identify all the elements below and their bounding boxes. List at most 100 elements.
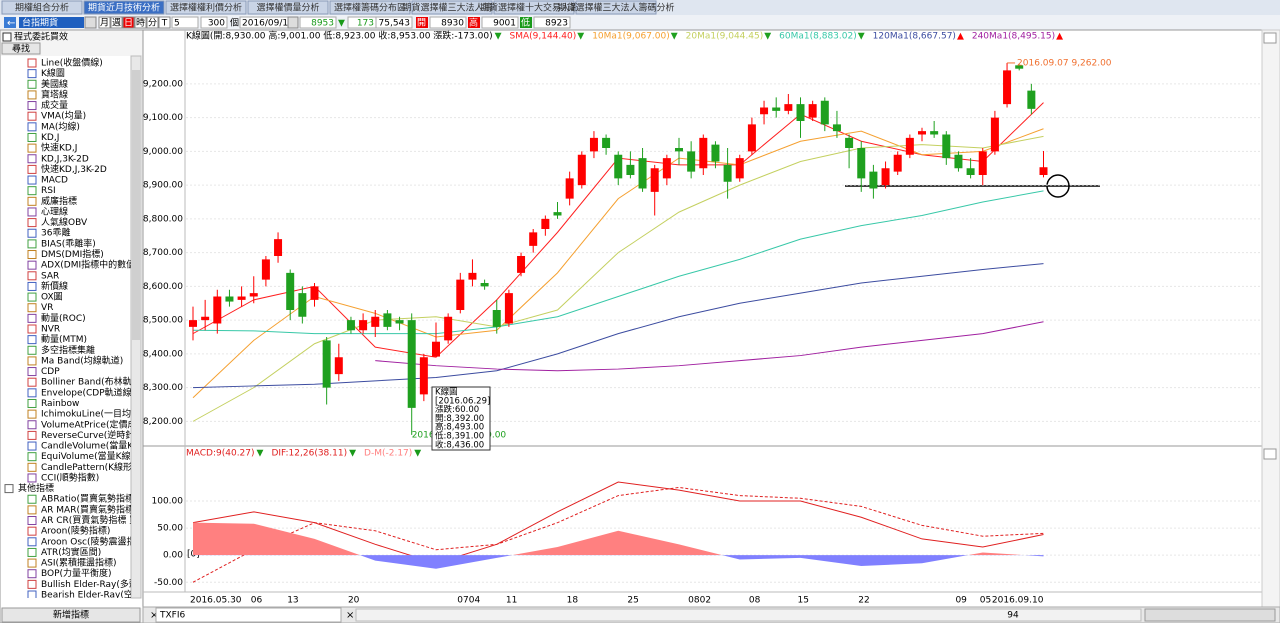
item-icon bbox=[27, 505, 37, 515]
tree-item[interactable]: Bolliner Band(布林軌道 bbox=[41, 376, 141, 388]
tree-item[interactable]: 威廉指標 bbox=[41, 195, 77, 207]
tree-item[interactable]: 快速KD,J,3K-2D bbox=[41, 163, 107, 175]
tree-item[interactable]: CDP bbox=[41, 367, 60, 377]
tree-item[interactable]: RSI bbox=[41, 186, 56, 196]
tree-item[interactable]: ATR(均實區間) bbox=[41, 546, 101, 558]
tree-item[interactable]: Envelope(CDP軌道線) bbox=[41, 386, 135, 398]
tool-icons[interactable] bbox=[1144, 608, 1276, 622]
tree-item[interactable]: Bearish Elder-Ray(空頭 bbox=[41, 589, 142, 601]
close-tab[interactable]: × bbox=[150, 610, 158, 621]
tree-item[interactable]: 36乖離 bbox=[41, 227, 70, 239]
tree-item[interactable]: 心理線 bbox=[41, 205, 68, 217]
tree-item[interactable]: ADX(DMI指標中的數值) bbox=[41, 259, 139, 271]
period-button[interactable] bbox=[122, 16, 135, 29]
tree-item[interactable]: CandlePattern(K線形 bbox=[41, 461, 132, 473]
item-icon bbox=[27, 164, 37, 174]
tree-item[interactable]: ABRatio(買賣氣勢指標) bbox=[41, 493, 137, 505]
tab[interactable] bbox=[329, 0, 411, 15]
search-button[interactable] bbox=[1, 42, 41, 55]
period-button[interactable] bbox=[146, 16, 159, 29]
tab[interactable] bbox=[165, 0, 247, 15]
dropdown[interactable] bbox=[84, 16, 97, 29]
period-button[interactable] bbox=[98, 16, 111, 29]
tree-item[interactable]: 美國線 bbox=[41, 78, 68, 90]
tree-item[interactable]: MACD bbox=[41, 176, 68, 186]
tree-item[interactable]: DMS(DMI指標) bbox=[41, 248, 104, 260]
tab[interactable] bbox=[411, 0, 493, 15]
tree-item[interactable]: Ma Band(均線軌道) bbox=[41, 354, 123, 366]
tree-item[interactable]: Aroon(陵勢指標) bbox=[41, 525, 110, 537]
tree-item[interactable]: VMA(均量) bbox=[41, 110, 86, 122]
scroll-thumb[interactable] bbox=[132, 70, 140, 340]
tree-item[interactable]: VR bbox=[41, 303, 53, 313]
tree-item[interactable]: VolumeAtPrice(定價成 bbox=[41, 418, 136, 430]
tree-item[interactable]: KD,J bbox=[41, 133, 59, 143]
tree-item[interactable]: 動量(MTM) bbox=[41, 334, 87, 345]
tree-item[interactable]: KD,J,3K-2D bbox=[41, 154, 89, 164]
tree-item[interactable]: CandleVolume(當量K線 bbox=[41, 440, 142, 452]
tree-item[interactable]: K線圖 bbox=[41, 67, 65, 79]
tree-item[interactable]: 新價線 bbox=[41, 280, 68, 292]
folder-toggle[interactable] bbox=[4, 484, 14, 494]
tree-item[interactable]: OX圖 bbox=[41, 292, 63, 303]
tree-item[interactable]: ASI(累積擺盪指標) bbox=[41, 557, 117, 569]
tree-item[interactable]: BOP(力量平衡度) bbox=[41, 567, 112, 579]
tab[interactable] bbox=[83, 0, 165, 15]
tab[interactable] bbox=[247, 0, 329, 15]
candle-body bbox=[1015, 65, 1024, 69]
pane-button[interactable] bbox=[1263, 448, 1277, 460]
period-label: 日 bbox=[124, 18, 133, 29]
tree-item[interactable]: Line(收盤價線) bbox=[41, 57, 103, 69]
close-tab[interactable]: × bbox=[346, 610, 354, 621]
tree-item[interactable]: 多空指標集離 bbox=[41, 344, 95, 356]
tab[interactable] bbox=[493, 0, 575, 15]
toolbar-value: ▼ bbox=[338, 19, 345, 29]
back-button[interactable] bbox=[4, 17, 16, 28]
period-button[interactable] bbox=[158, 16, 171, 29]
candle-body bbox=[711, 144, 720, 162]
tree-item[interactable]: Rainbow bbox=[41, 399, 79, 409]
field bbox=[375, 16, 413, 29]
candle-body bbox=[504, 293, 513, 324]
tree-item[interactable]: MA(均線) bbox=[41, 120, 80, 132]
h-scrollbar[interactable] bbox=[355, 608, 1142, 622]
tree-item[interactable]: Bullish Elder-Ray(多頭 bbox=[41, 578, 138, 590]
period-button[interactable] bbox=[110, 16, 123, 29]
add-button[interactable] bbox=[1, 607, 141, 623]
candle-body bbox=[541, 218, 550, 229]
tree-item[interactable]: EquiVolume(當量K線) bbox=[41, 450, 134, 462]
tree-item[interactable]: 動量(ROC) bbox=[41, 313, 86, 324]
tree-item[interactable]: AR MAR(買賣氣勢指標研 bbox=[41, 503, 143, 515]
tree-item[interactable]: AR CR(買賣氣勢指標 買 bbox=[41, 514, 138, 526]
candle-body bbox=[650, 168, 659, 192]
candle-body bbox=[832, 124, 841, 132]
toolbar-value: 高 bbox=[469, 17, 478, 29]
checkbox[interactable] bbox=[2, 32, 12, 42]
tree-item[interactable]: 成交量 bbox=[41, 99, 68, 111]
tab[interactable] bbox=[575, 0, 657, 15]
symbol-select[interactable] bbox=[19, 17, 84, 28]
tree-item[interactable]: ReverseCurve(逆時針 bbox=[41, 429, 134, 441]
legend-entry: 20Ma1(9,044.45) bbox=[686, 32, 764, 42]
tree-item[interactable]: BIAS(乖離率) bbox=[41, 237, 96, 249]
tree-item[interactable]: 人氣線OBV bbox=[41, 216, 88, 228]
x-tick-label: 15 bbox=[798, 596, 809, 606]
tree-item[interactable]: 快速KD,J bbox=[41, 142, 77, 154]
tree-item[interactable]: CCI(順勢指數) bbox=[41, 471, 99, 483]
tree-item[interactable]: SAR bbox=[41, 271, 59, 281]
period-button[interactable] bbox=[134, 16, 147, 29]
y-tick-label: 8,200.00 bbox=[143, 417, 183, 427]
tab[interactable] bbox=[1, 0, 83, 15]
dropdown[interactable] bbox=[287, 16, 299, 29]
tree-item[interactable]: IchimokuLine(一目均衡 bbox=[41, 408, 140, 420]
tooltip-line: [2016.06.29] bbox=[435, 396, 490, 406]
tree-item[interactable]: NVR bbox=[41, 325, 60, 335]
field bbox=[200, 16, 228, 29]
pane-button[interactable] bbox=[1263, 32, 1277, 44]
candle-body bbox=[905, 137, 914, 155]
legend-entry: 120Ma1(8,667.57) bbox=[873, 32, 956, 42]
tree-item[interactable]: 寶塔線 bbox=[41, 88, 68, 100]
tooltip-line: 漲跌:60.00 bbox=[435, 404, 479, 415]
symbol-tab[interactable] bbox=[155, 607, 342, 623]
tree-item[interactable]: Aroon Osc(陵勢震盪指標 bbox=[41, 535, 144, 547]
